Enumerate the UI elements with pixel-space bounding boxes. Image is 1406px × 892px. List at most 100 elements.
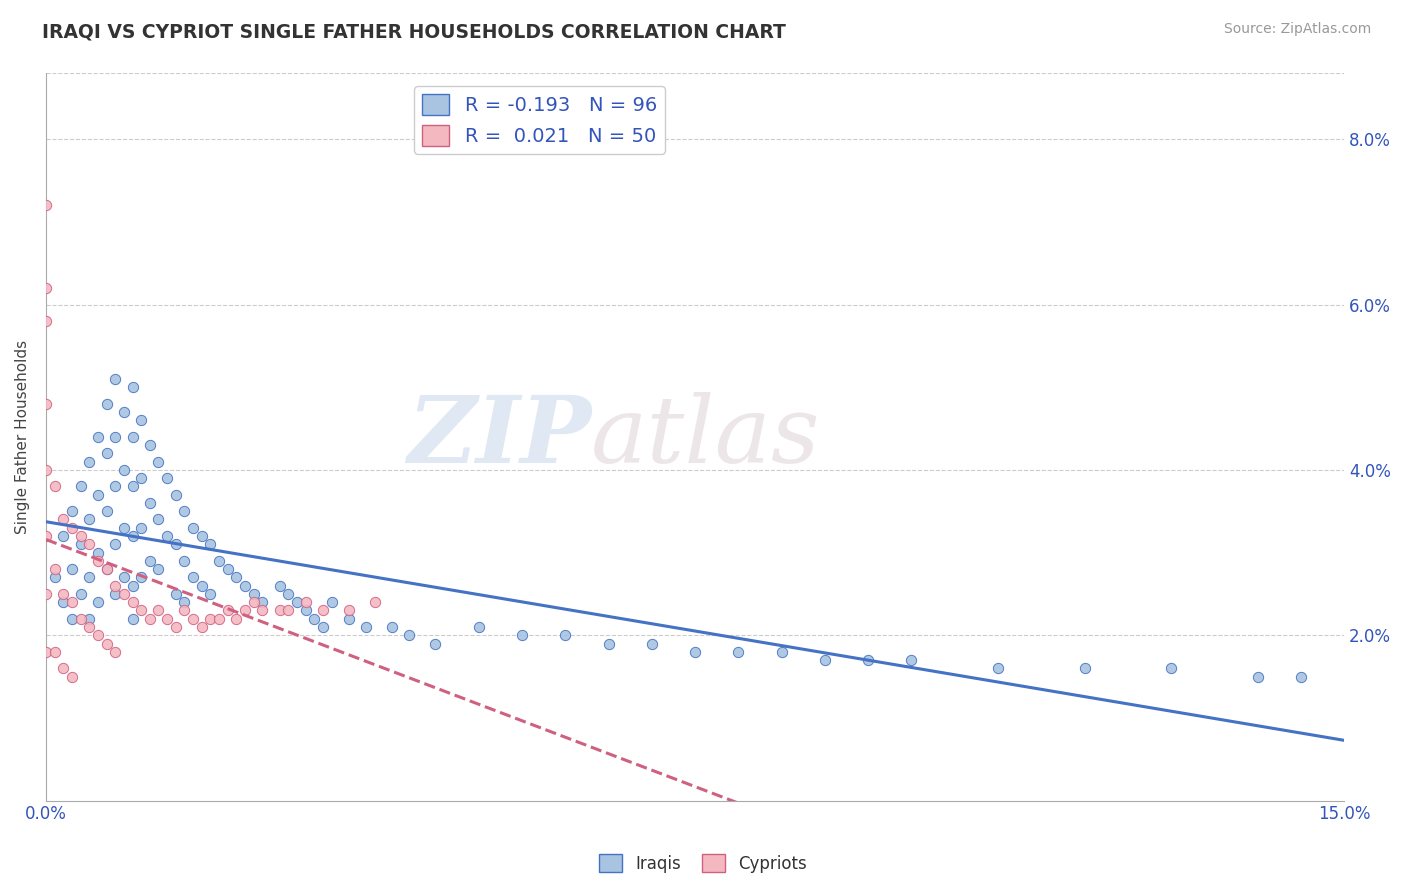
Legend: Iraqis, Cypriots: Iraqis, Cypriots [592,847,814,880]
Point [87,628,110,642]
Point [69,537,91,551]
Point [233,603,256,617]
Point [173,603,195,617]
Point [294,595,316,609]
Point [148,512,170,526]
Point [121,529,143,543]
Point [467,620,489,634]
Point [381,620,404,634]
Point [104,372,127,386]
Point [190,579,212,593]
Point [60,562,83,576]
Point [104,579,127,593]
Point [173,595,195,609]
Point [217,562,239,576]
Point [156,612,179,626]
Point [44,562,66,576]
Point [354,620,377,634]
Point [242,587,264,601]
Point [165,620,187,634]
Point [77,570,100,584]
Point [304,612,326,626]
Point [727,645,749,659]
Point [129,570,152,584]
Point [52,595,75,609]
Point [121,579,143,593]
Point [683,645,706,659]
Point [52,512,75,526]
Point [148,454,170,468]
Point [69,529,91,543]
Point [277,603,299,617]
Legend: R = -0.193   N = 96, R =  0.021   N = 50: R = -0.193 N = 96, R = 0.021 N = 50 [413,87,665,154]
Point [139,496,162,510]
Point [121,612,143,626]
Point [181,521,204,535]
Point [96,397,118,411]
Point [129,603,152,617]
Point [87,595,110,609]
Point [337,603,360,617]
Point [1073,661,1095,675]
Point [1246,670,1268,684]
Point [112,463,135,477]
Point [35,529,58,543]
Point [510,628,533,642]
Point [1289,670,1312,684]
Point [35,314,58,328]
Point [35,281,58,295]
Point [233,579,256,593]
Point [364,595,387,609]
Point [87,554,110,568]
Point [285,595,308,609]
Point [398,628,420,642]
Point [77,454,100,468]
Point [156,471,179,485]
Point [96,504,118,518]
Point [44,645,66,659]
Point [104,479,127,493]
Point [87,545,110,559]
Point [44,479,66,493]
Point [69,479,91,493]
Point [277,587,299,601]
Point [87,488,110,502]
Point [112,405,135,419]
Point [129,471,152,485]
Text: Source: ZipAtlas.com: Source: ZipAtlas.com [1223,22,1371,37]
Point [77,537,100,551]
Point [35,463,58,477]
Point [121,595,143,609]
Point [60,612,83,626]
Point [321,595,343,609]
Point [269,603,291,617]
Point [52,661,75,675]
Point [121,380,143,394]
Point [148,603,170,617]
Point [190,529,212,543]
Point [337,612,360,626]
Point [242,595,264,609]
Point [814,653,837,667]
Point [173,554,195,568]
Point [252,595,274,609]
Point [60,504,83,518]
Point [190,620,212,634]
Point [208,554,231,568]
Point [35,198,58,212]
Point [200,537,222,551]
Point [52,529,75,543]
Point [69,612,91,626]
Point [77,612,100,626]
Point [104,645,127,659]
Point [312,620,335,634]
Point [139,612,162,626]
Point [770,645,793,659]
Point [96,562,118,576]
Point [60,521,83,535]
Point [60,670,83,684]
Text: ZIP: ZIP [406,392,591,482]
Point [35,645,58,659]
Point [987,661,1010,675]
Point [112,570,135,584]
